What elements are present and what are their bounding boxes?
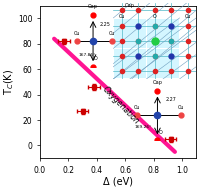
Text: Oxygenation: Oxygenation [101,85,141,126]
Y-axis label: T$_C$(K): T$_C$(K) [3,69,16,95]
X-axis label: Δ (eV): Δ (eV) [103,176,133,186]
